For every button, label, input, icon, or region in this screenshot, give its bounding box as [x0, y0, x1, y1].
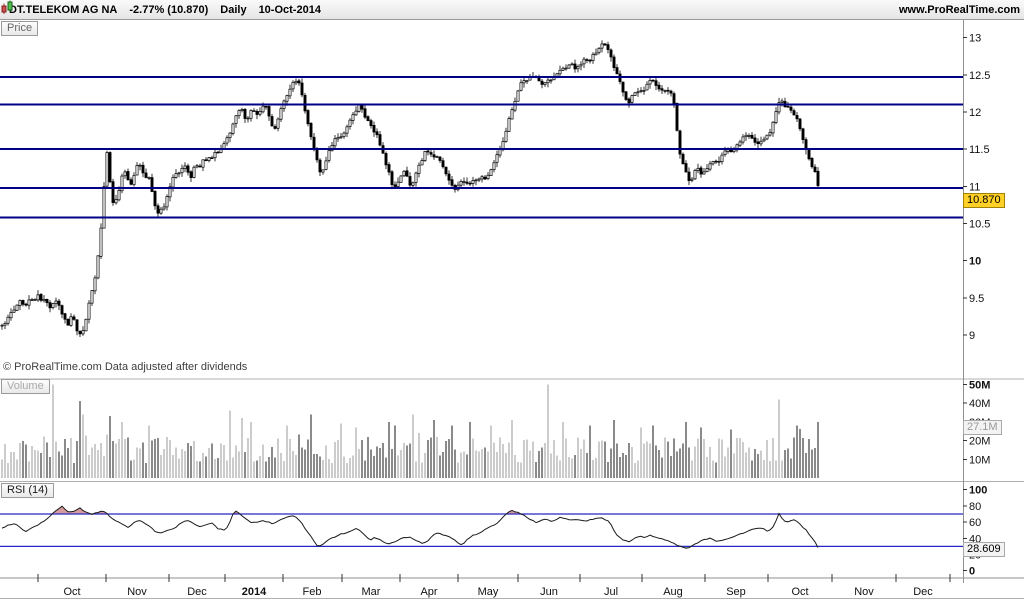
- support-resistance-lines[interactable]: [0, 76, 963, 219]
- copyright-note: © ProRealTime.com Data adjusted after di…: [3, 361, 248, 373]
- volume-bars: [1, 384, 819, 478]
- svg-text:Oct: Oct: [791, 586, 808, 598]
- svg-text:11: 11: [969, 181, 980, 193]
- svg-text:Feb: Feb: [303, 586, 322, 598]
- svg-text:40M: 40M: [969, 398, 990, 410]
- price-y-axis: 13 12.5 12 11.5 11 10.5 10 9.5 9: [963, 33, 990, 342]
- panel-frames: [0, 20, 1024, 599]
- svg-text:Aug: Aug: [663, 586, 683, 598]
- svg-text:0: 0: [969, 566, 975, 578]
- tab-price-panel[interactable]: Price: [1, 21, 39, 36]
- svg-text:Nov: Nov: [854, 586, 874, 598]
- tab-volume-panel[interactable]: Volume: [1, 379, 50, 394]
- svg-text:10: 10: [969, 256, 981, 268]
- symbol-name: DT.TELEKOM AG NA: [9, 3, 118, 16]
- svg-text:60: 60: [969, 517, 981, 529]
- svg-text:Sep: Sep: [726, 586, 746, 598]
- rsi-line: [1, 505, 819, 549]
- price-change: -2.77% (10.870): [129, 3, 209, 16]
- last-rsi-badge: 28.609: [963, 542, 1005, 557]
- x-axis: Oct Nov Dec 2014 Feb Mar Apr May Jun Jul Aug Sep Oct…: [37, 574, 951, 598]
- svg-text:11.5: 11.5: [969, 144, 990, 156]
- svg-text:10.5: 10.5: [969, 219, 990, 231]
- rsi-plot: [0, 505, 963, 549]
- last-price-badge: 10.870: [963, 193, 1005, 208]
- svg-text:9.5: 9.5: [969, 293, 984, 305]
- svg-text:9: 9: [969, 330, 975, 342]
- svg-text:Jul: Jul: [604, 586, 618, 598]
- svg-text:10M: 10M: [969, 454, 990, 466]
- svg-text:2014: 2014: [242, 586, 267, 598]
- rsi-y-axis: 100806040200: [963, 485, 987, 578]
- candlestick-series: [0, 40, 820, 337]
- title-bar: DT.TELEKOM AG NA -2.77% (10.870) Daily 1…: [0, 0, 1024, 20]
- timeframe-label: Daily: [220, 3, 247, 16]
- svg-text:20M: 20M: [969, 436, 990, 448]
- date-label: 10-Oct-2014: [258, 3, 321, 16]
- svg-text:Dec: Dec: [187, 586, 207, 598]
- rsi-overbought-fill: [2, 506, 819, 514]
- svg-text:Jun: Jun: [540, 586, 558, 598]
- svg-text:Oct: Oct: [63, 586, 80, 598]
- last-volume-badge: 27.1M: [963, 420, 1002, 435]
- axes: 1312.51211.51110.5109.5950M40M30M20M10M1…: [37, 33, 990, 598]
- tab-rsi-panel[interactable]: RSI (14): [1, 483, 54, 498]
- svg-text:Mar: Mar: [362, 586, 381, 598]
- svg-text:100: 100: [969, 485, 987, 497]
- site-watermark: www.ProRealTime.com: [898, 3, 1020, 16]
- svg-text:Dec: Dec: [913, 586, 933, 598]
- svg-text:50M: 50M: [969, 379, 990, 391]
- svg-text:13: 13: [969, 33, 981, 45]
- svg-text:12.5: 12.5: [969, 70, 990, 82]
- svg-text:Nov: Nov: [127, 586, 147, 598]
- svg-text:May: May: [478, 586, 499, 598]
- rsi-oversold-fill: [680, 546, 819, 549]
- svg-text:Apr: Apr: [420, 586, 437, 598]
- svg-text:12: 12: [969, 107, 981, 119]
- svg-text:80: 80: [969, 501, 981, 513]
